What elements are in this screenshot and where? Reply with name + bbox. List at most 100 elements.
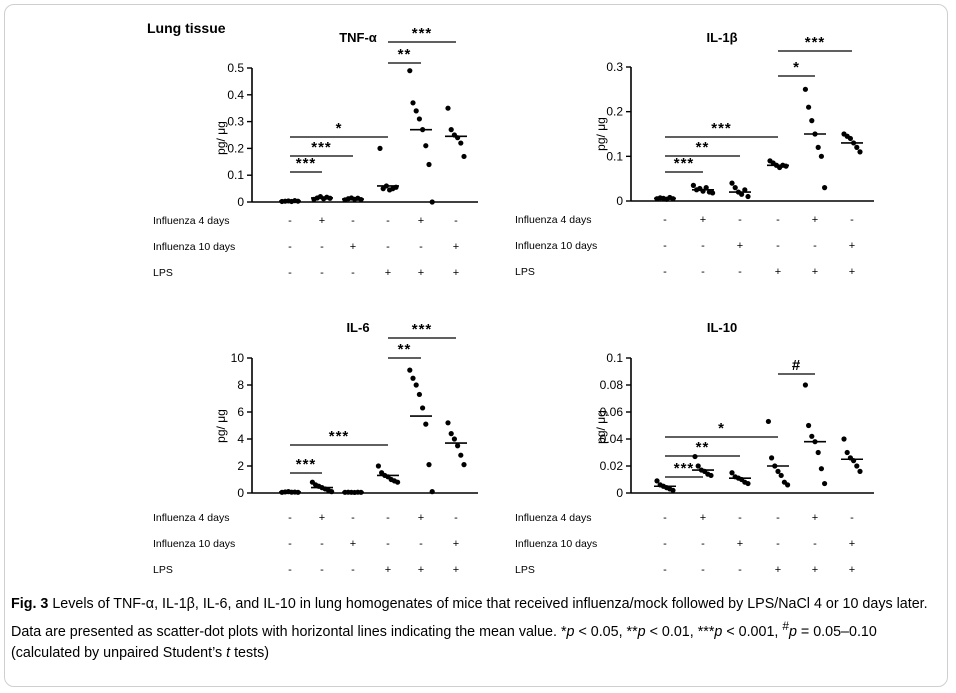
significance-label: *** [296,155,317,172]
condition-sign: + [385,267,391,279]
data-point [329,489,335,495]
data-point [844,449,850,456]
data-point [739,191,745,197]
condition-sign: + [812,214,818,226]
data-point [377,145,383,151]
chart-title: TNF-α [339,30,377,45]
condition-sign: - [701,564,705,576]
condition-sign: - [288,267,292,279]
y-tick-label: 0.04 [600,432,624,446]
data-point [745,480,751,487]
condition-row-label: LPS [515,564,535,576]
data-point [451,436,457,442]
condition-sign: - [351,512,355,524]
data-point [806,104,812,110]
condition-sign: + [849,240,855,252]
significance-label: *** [296,456,317,473]
data-point [458,140,464,146]
data-point [806,422,812,429]
data-point [785,482,791,488]
condition-sign: - [663,240,667,252]
condition-sign: + [319,512,325,524]
data-point [809,118,815,124]
data-point [857,468,863,474]
significance-label: ** [398,341,412,358]
condition-sign: + [453,241,459,253]
data-point [841,436,847,442]
condition-sign: - [351,267,355,279]
condition-sign: + [849,266,855,278]
data-point [802,382,809,388]
significance-label: *** [805,34,826,51]
data-point [375,463,381,469]
significance-label: *** [674,460,695,477]
condition-sign: - [776,214,780,226]
significance-label: ** [398,46,412,63]
condition-sign: - [701,266,705,278]
condition-sign: - [320,564,324,576]
data-point [407,367,413,373]
data-point [822,480,828,487]
data-point [429,199,435,205]
condition-sign: - [850,214,854,226]
condition-sign: - [776,240,780,252]
data-point [426,161,432,168]
condition-sign: + [775,564,781,576]
y-tick-label: 2 [237,459,244,473]
y-tick-label: 0.2 [606,105,623,119]
data-point [778,472,784,479]
condition-sign: - [419,538,423,550]
data-point [407,68,413,74]
data-point [420,405,426,411]
condition-sign: + [453,538,459,550]
y-tick-label: 8 [237,378,244,392]
condition-sign: - [776,538,780,550]
condition-sign: - [738,564,742,576]
data-point [423,143,429,149]
condition-sign: - [386,241,390,253]
condition-sign: - [850,512,854,524]
caption-text: = 0.05–0.10 (calculated by unpaired Stud… [11,623,877,661]
condition-sign: - [813,538,817,550]
condition-row-label: LPS [515,266,535,278]
condition-sign: + [812,266,818,278]
significance-label: *** [329,428,350,445]
caption-text: tests) [230,644,270,661]
data-point [729,470,735,476]
significance-label: *** [311,139,332,156]
condition-sign: + [418,215,424,227]
data-point [745,193,751,200]
condition-sign: - [813,240,817,252]
condition-sign: - [738,512,742,524]
condition-sign: + [418,564,424,576]
condition-sign: - [738,214,742,226]
data-point [775,468,781,474]
condition-sign: + [418,267,424,279]
data-point [695,463,701,469]
figure-header-label: Lung tissue [147,20,226,36]
condition-sign: - [386,215,390,227]
data-point [654,478,660,484]
data-point [413,382,419,388]
significance-label: * [336,120,343,137]
data-point [815,144,821,150]
condition-sign: - [288,538,292,550]
y-tick-label: 6 [237,405,244,419]
significance-label: # [792,357,801,374]
condition-sign: + [737,538,743,550]
condition-row-label: Influenza 10 days [153,538,235,550]
data-point [690,182,697,188]
y-axis-label: pg/ μg [594,117,608,151]
condition-sign: - [663,214,667,226]
data-point [802,86,809,92]
data-point [818,153,825,159]
data-point [448,127,454,133]
data-point [461,462,467,468]
condition-row-label: Influenza 4 days [153,215,229,227]
y-tick-label: 0 [616,194,623,208]
caption-p: p [714,623,723,640]
y-tick-label: 0.3 [227,115,244,129]
data-point [815,449,821,456]
condition-sign: - [663,538,667,550]
